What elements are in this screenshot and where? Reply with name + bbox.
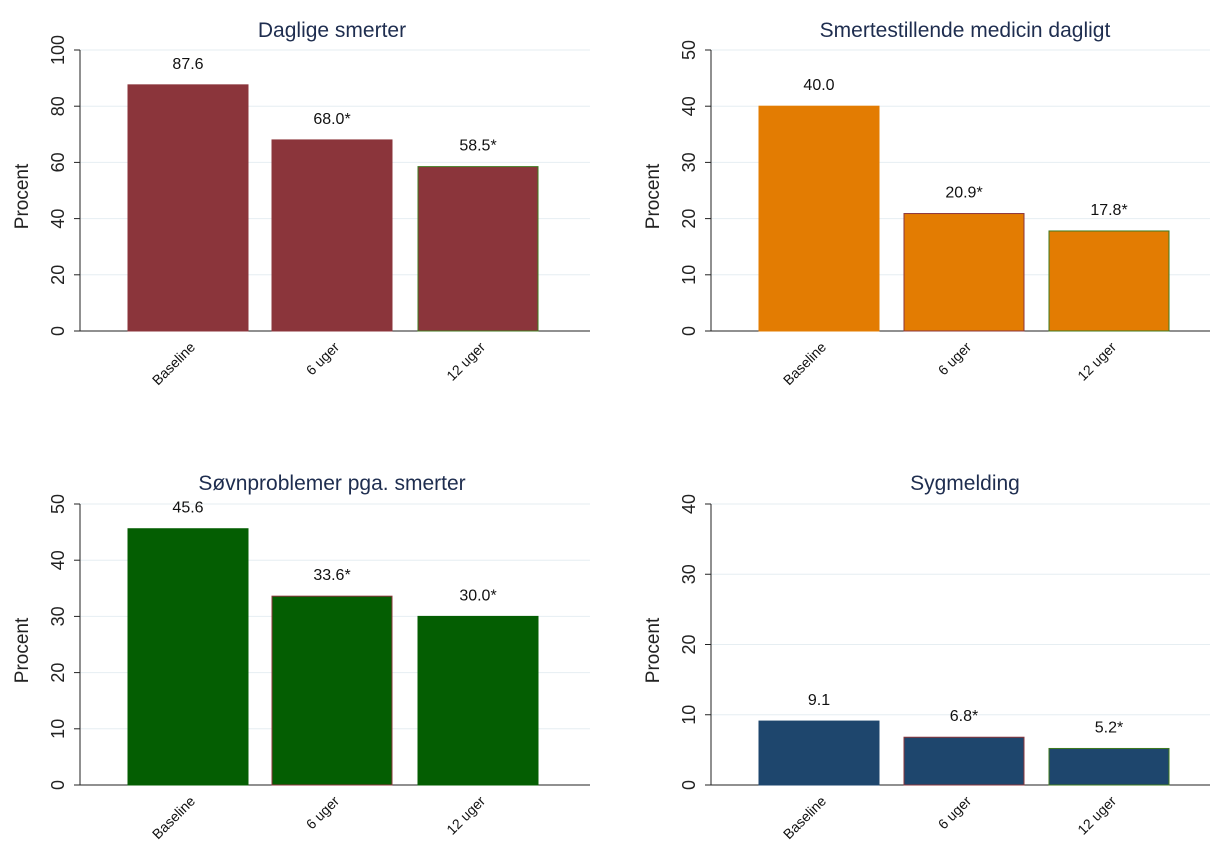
- y-tick-label: 0: [679, 326, 699, 336]
- bar: [1048, 230, 1170, 332]
- bar-value-label: 30.0*: [459, 587, 496, 604]
- y-tick-label: 40: [679, 494, 699, 514]
- x-tick-label: 6 uger: [303, 339, 343, 379]
- bar: [758, 105, 880, 332]
- y-axis-label: Procent: [643, 163, 664, 229]
- y-tick-label: 10: [679, 265, 699, 285]
- bar-value-label: 87.6: [172, 56, 203, 73]
- bar-value-label: 40.0: [803, 77, 834, 94]
- y-tick-label: 80: [48, 96, 68, 116]
- y-axis-label: Procent: [12, 617, 33, 683]
- chart-panel-4: Sygmelding 0 10 20 30 40 Procent 9.1 Baseline 6.8…: [643, 472, 1210, 842]
- y-tick-label: 30: [679, 152, 699, 172]
- y-tick-label: 20: [48, 663, 68, 683]
- x-tick-label: 12 uger: [443, 339, 488, 384]
- chart-title: Søvnproblemer pga. smerter: [198, 472, 465, 495]
- y-tick-label: 10: [679, 705, 699, 725]
- x-tick-label: 12 uger: [1074, 793, 1119, 838]
- chart-panel-1: Daglige smerter 0 20 40 60 80 100 Procent 87.6 Ba…: [12, 19, 590, 388]
- x-tick-label: Baseline: [780, 793, 829, 842]
- y-tick-label: 20: [679, 634, 699, 654]
- bar: [127, 528, 249, 786]
- bar-value-label: 33.6*: [313, 567, 350, 584]
- bar-value-label: 5.2*: [1095, 719, 1123, 736]
- chart-title: Daglige smerter: [258, 19, 406, 42]
- bar-value-label: 9.1: [808, 692, 830, 709]
- bar-value-label: 68.0*: [313, 111, 350, 128]
- bar: [1048, 747, 1170, 786]
- x-tick-label: Baseline: [149, 339, 198, 388]
- bar-value-label: 20.9*: [945, 185, 982, 202]
- x-tick-label: 12 uger: [1074, 339, 1119, 384]
- chart-title: Sygmelding: [910, 472, 1020, 495]
- y-tick-label: 20: [679, 209, 699, 229]
- x-tick-label: 6 uger: [303, 793, 343, 833]
- bar: [758, 720, 880, 786]
- y-tick-label: 40: [48, 209, 68, 229]
- y-axis-label: Procent: [12, 163, 33, 229]
- x-tick-label: Baseline: [780, 339, 829, 388]
- chart-panel-2: Smertestillende medicin dagligt 0 10 20 30 40…: [643, 19, 1210, 388]
- y-tick-label: 30: [679, 564, 699, 584]
- chart-title: Smertestillende medicin dagligt: [820, 19, 1111, 42]
- bar: [417, 166, 539, 332]
- bar-value-label: 45.6: [172, 500, 203, 517]
- y-axis-label: Procent: [643, 617, 664, 683]
- bar-value-label: 17.8*: [1090, 202, 1127, 219]
- chart-panel-3: Søvnproblemer pga. smerter 0 10 20 30 40 50 Pro…: [12, 472, 590, 842]
- y-tick-label: 0: [679, 780, 699, 790]
- bar: [127, 84, 249, 332]
- x-tick-label: 12 uger: [443, 793, 488, 838]
- y-tick-label: 0: [48, 780, 68, 790]
- bar: [271, 139, 393, 332]
- bar: [271, 595, 393, 786]
- bar: [903, 213, 1025, 332]
- y-tick-label: 40: [48, 550, 68, 570]
- bar-value-label: 6.8*: [950, 708, 978, 725]
- y-tick-label: 0: [48, 326, 68, 336]
- x-tick-label: Baseline: [149, 793, 198, 842]
- x-tick-label: 6 uger: [935, 339, 975, 379]
- x-tick-label: 6 uger: [935, 793, 975, 833]
- y-tick-label: 50: [48, 494, 68, 514]
- y-tick-label: 30: [48, 606, 68, 626]
- y-tick-label: 10: [48, 719, 68, 739]
- y-tick-label: 100: [48, 35, 68, 65]
- y-tick-label: 60: [48, 152, 68, 172]
- y-tick-label: 40: [679, 96, 699, 116]
- y-tick-label: 50: [679, 40, 699, 60]
- bar-value-label: 58.5*: [459, 138, 496, 155]
- bar: [903, 736, 1025, 786]
- bar: [417, 615, 539, 786]
- y-tick-label: 20: [48, 265, 68, 285]
